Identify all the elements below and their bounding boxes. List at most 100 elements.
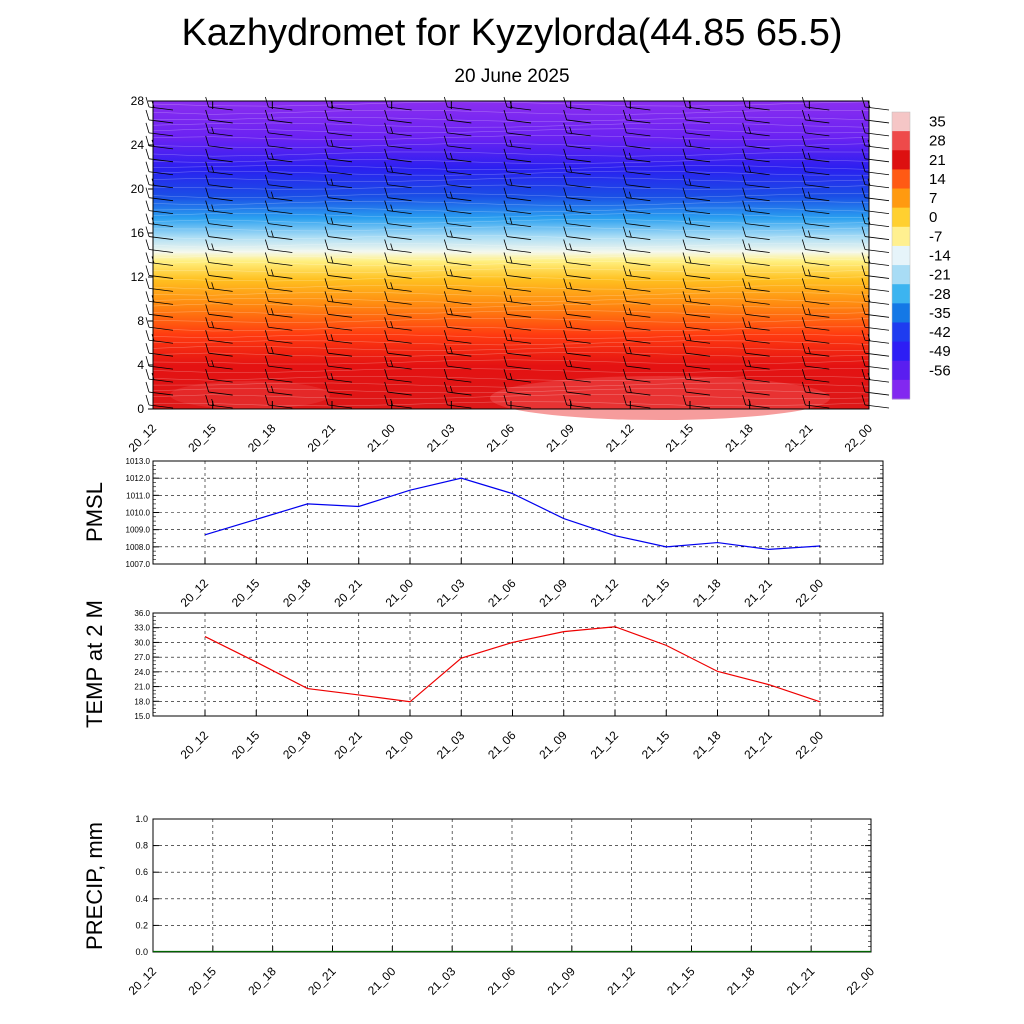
- wind-barb: [626, 365, 651, 370]
- x-tick-label: 21_15: [664, 964, 698, 998]
- wind-barb: [626, 197, 651, 202]
- wind-barb-flag: [682, 356, 687, 367]
- wind-barb-flag: [801, 213, 806, 224]
- wind-barb: [745, 378, 770, 383]
- wind-barb: [208, 145, 233, 150]
- colorbar-label: -42: [929, 324, 951, 341]
- wind-barb-flag: [384, 122, 389, 134]
- wind-barb: [447, 339, 472, 344]
- x-tick-label: 21_09: [544, 964, 578, 998]
- wind-barb-flag: [563, 343, 568, 354]
- wind-barb: [745, 184, 770, 189]
- wind-barb: [745, 391, 770, 396]
- x-tick-label: 22_00: [793, 576, 827, 610]
- wind-barb-flag: [443, 381, 448, 393]
- x-tick-label: 21_00: [383, 728, 417, 762]
- wind-barb-flag: [145, 226, 150, 237]
- wind-barb-flag: [861, 304, 866, 315]
- wind-barb-flag: [742, 200, 747, 211]
- wind-barb-flag: [742, 96, 747, 108]
- pmsl-panel: 1013.0 1012.0 1011.0 1010.0 1009.0 1008.0 1007…: [82, 457, 884, 610]
- wind-barb: [805, 132, 830, 137]
- wind-barb-flag: [264, 343, 269, 354]
- wind-barb-flag: [801, 239, 806, 250]
- wind-barb-flag: [622, 368, 627, 380]
- wind-barb: [506, 275, 532, 279]
- wind-barb: [685, 275, 711, 279]
- wind-barb-flag: [742, 381, 747, 393]
- wind-barb-flag: [861, 252, 866, 263]
- wind-barb-flag: [324, 356, 329, 367]
- wind-barb: [685, 391, 711, 396]
- wind-barb-flag: [622, 278, 627, 289]
- wind-barb-flag: [688, 217, 692, 225]
- heatmap-contour: [152, 165, 870, 170]
- wind-barb-flag: [443, 96, 448, 108]
- wind-barb: [566, 339, 591, 344]
- colorbar: 35 28 21 14 7 0 -7 -14 -21 -28 -35 -42 -49 -56: [891, 111, 951, 400]
- wind-barb-flag: [205, 304, 210, 315]
- wind-barb-flag: [324, 122, 329, 134]
- wind-barb-flag: [324, 109, 329, 121]
- wind-barb-flag: [801, 122, 806, 134]
- wind-barb: [447, 365, 472, 370]
- wind-barb: [626, 132, 651, 137]
- wind-barb: [805, 249, 830, 253]
- wind-barb-flag: [443, 226, 448, 237]
- heatmap-contour: [152, 318, 870, 323]
- wind-barb-flag: [682, 291, 687, 302]
- wind-barb-flag: [264, 96, 269, 108]
- y-tick-label: 1012.0: [126, 474, 151, 483]
- wind-barb-flag: [503, 226, 508, 237]
- x-tick-label: 21_21: [782, 421, 816, 455]
- wind-barb-flag: [861, 96, 866, 108]
- wind-barb: [685, 352, 711, 357]
- x-tick-label: 21_21: [741, 576, 775, 610]
- wind-barb: [268, 249, 293, 253]
- wind-barb: [268, 262, 293, 266]
- x-tick-label: 20_15: [229, 728, 263, 762]
- wind-barb-flag: [443, 265, 448, 276]
- wind-barb: [506, 145, 532, 150]
- heatmap-field: [153, 101, 869, 409]
- wind-barb: [626, 158, 651, 163]
- wind-barb-flag: [264, 109, 269, 121]
- wind-barb: [745, 210, 770, 215]
- wind-barb: [447, 236, 472, 240]
- wind-barb-flag: [384, 200, 389, 211]
- y-tick-label: 15.0: [134, 712, 150, 721]
- wind-barb-flag: [264, 356, 269, 367]
- y-tick-label: 1010.0: [126, 509, 151, 518]
- wind-barb-flag: [682, 96, 687, 108]
- wind-barb: [506, 197, 532, 202]
- wind-barb-flag: [861, 278, 866, 289]
- wind-barb-flag: [264, 187, 269, 198]
- wind-barb: [327, 119, 353, 124]
- wind-barb: [208, 210, 233, 215]
- wind-barb: [506, 391, 532, 396]
- wind-barb-flag: [688, 178, 692, 186]
- wind-barb-flag: [742, 265, 747, 276]
- wind-barb-flag: [443, 109, 448, 121]
- wind-barb-flag: [330, 256, 334, 264]
- wind-barb: [805, 171, 830, 176]
- colorbar-swatch: [892, 303, 910, 323]
- heatmap-contour: [152, 170, 870, 176]
- heatmap-contour: [152, 234, 870, 240]
- wind-barb-flag: [569, 243, 573, 251]
- wind-barb-flag: [205, 174, 210, 185]
- wind-barb-flag: [270, 385, 274, 393]
- wind-barb-flag: [503, 148, 508, 159]
- wind-barb-flag: [748, 360, 752, 367]
- colorbar-swatch: [892, 245, 910, 266]
- wind-barb-flag: [622, 122, 627, 134]
- wind-barb-flag: [563, 304, 568, 315]
- wind-barb-flag: [622, 317, 627, 328]
- wind-barb: [208, 236, 233, 240]
- colorbar-label: 21: [929, 152, 946, 169]
- wind-barb-flag: [801, 265, 806, 276]
- wind-barb-flag: [682, 265, 687, 276]
- wind-barb-flag: [861, 381, 866, 393]
- wind-barb: [506, 262, 532, 266]
